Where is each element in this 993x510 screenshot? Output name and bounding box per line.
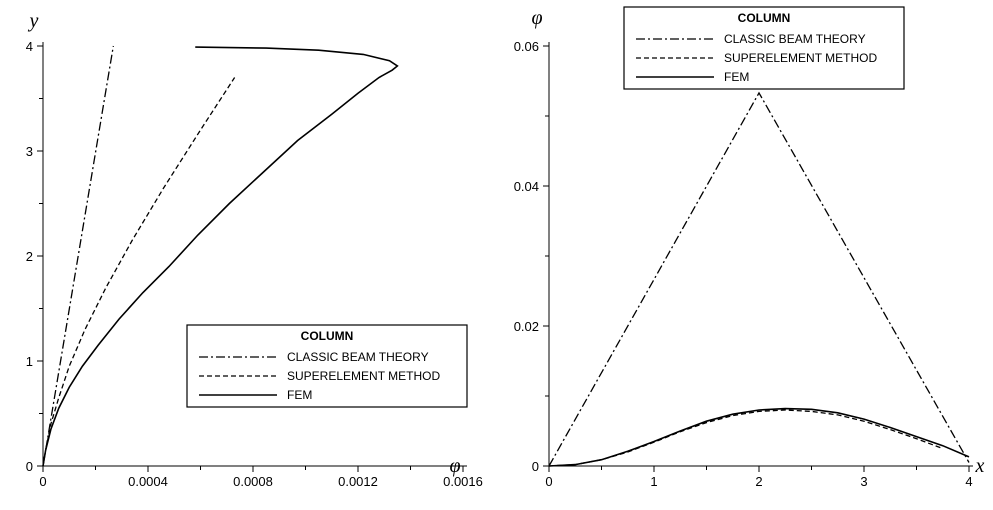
chart-2: 0 1 2 3 4 0 0.02 0.04 0.06 x φ COLUMN CLASSIC BEAM T… (514, 6, 985, 489)
legend-entry-label: SUPERELEMENT METHOD (287, 369, 440, 383)
y-tick-label: 4 (26, 39, 33, 54)
x-tick-label: 3 (860, 474, 867, 489)
y-tick-label: 0.04 (514, 179, 539, 194)
x-axis-label: x (975, 455, 985, 477)
x-tick-label: 0.0016 (443, 474, 483, 489)
legend-entry-label: CLASSIC BEAM THEORY (287, 350, 429, 364)
y-tick-label: 3 (26, 144, 33, 159)
series-line-fem (42, 46, 399, 467)
legend-entry-label: FEM (724, 70, 749, 84)
legend-entry-label: SUPERELEMENT METHOD (724, 51, 877, 65)
legend-box (623, 6, 905, 90)
y-axis-label: y (28, 10, 39, 32)
chart-1: 0 0.0004 0.0008 0.0012 0.0016 0 1 2 3 4 φ y COLUMN CL… (26, 10, 483, 489)
legend-title: COLUMN (301, 329, 354, 343)
legend-entry-label: CLASSIC BEAM THEORY (724, 32, 866, 46)
series-line-fem (548, 407, 970, 467)
legend-box (186, 324, 468, 408)
x-tick-label: 0 (545, 474, 552, 489)
series-line-classic-beam-theory (548, 91, 970, 467)
y-tick-label: 0.06 (514, 39, 539, 54)
legend: COLUMN CLASSIC BEAM THEORY SUPERELEMENT ME… (623, 6, 905, 90)
y-tick-label: 1 (26, 354, 33, 369)
y-axis-label: φ (531, 7, 542, 29)
legend: COLUMN CLASSIC BEAM THEORY SUPERELEMENT ME… (186, 324, 468, 408)
x-tick-label: 0.0012 (338, 474, 378, 489)
x-tick-label: 2 (755, 474, 762, 489)
x-tick-label: 1 (650, 474, 657, 489)
y-tick-label: 0 (26, 459, 33, 474)
x-tick-label: 0.0008 (233, 474, 273, 489)
y-tick-label: 0.02 (514, 319, 539, 334)
x-tick-label: 4 (965, 474, 972, 489)
series-line-classic-beam-theory (42, 45, 114, 467)
y-tick-label: 2 (26, 249, 33, 264)
x-axis-label: φ (449, 455, 460, 477)
x-tick-label: 0 (39, 474, 46, 489)
legend-entry-label: FEM (287, 388, 312, 402)
series-line-superelement-method (42, 77, 236, 467)
y-tick-label: 0 (532, 459, 539, 474)
x-tick-label: 0.0004 (128, 474, 168, 489)
legend-title: COLUMN (738, 11, 791, 25)
